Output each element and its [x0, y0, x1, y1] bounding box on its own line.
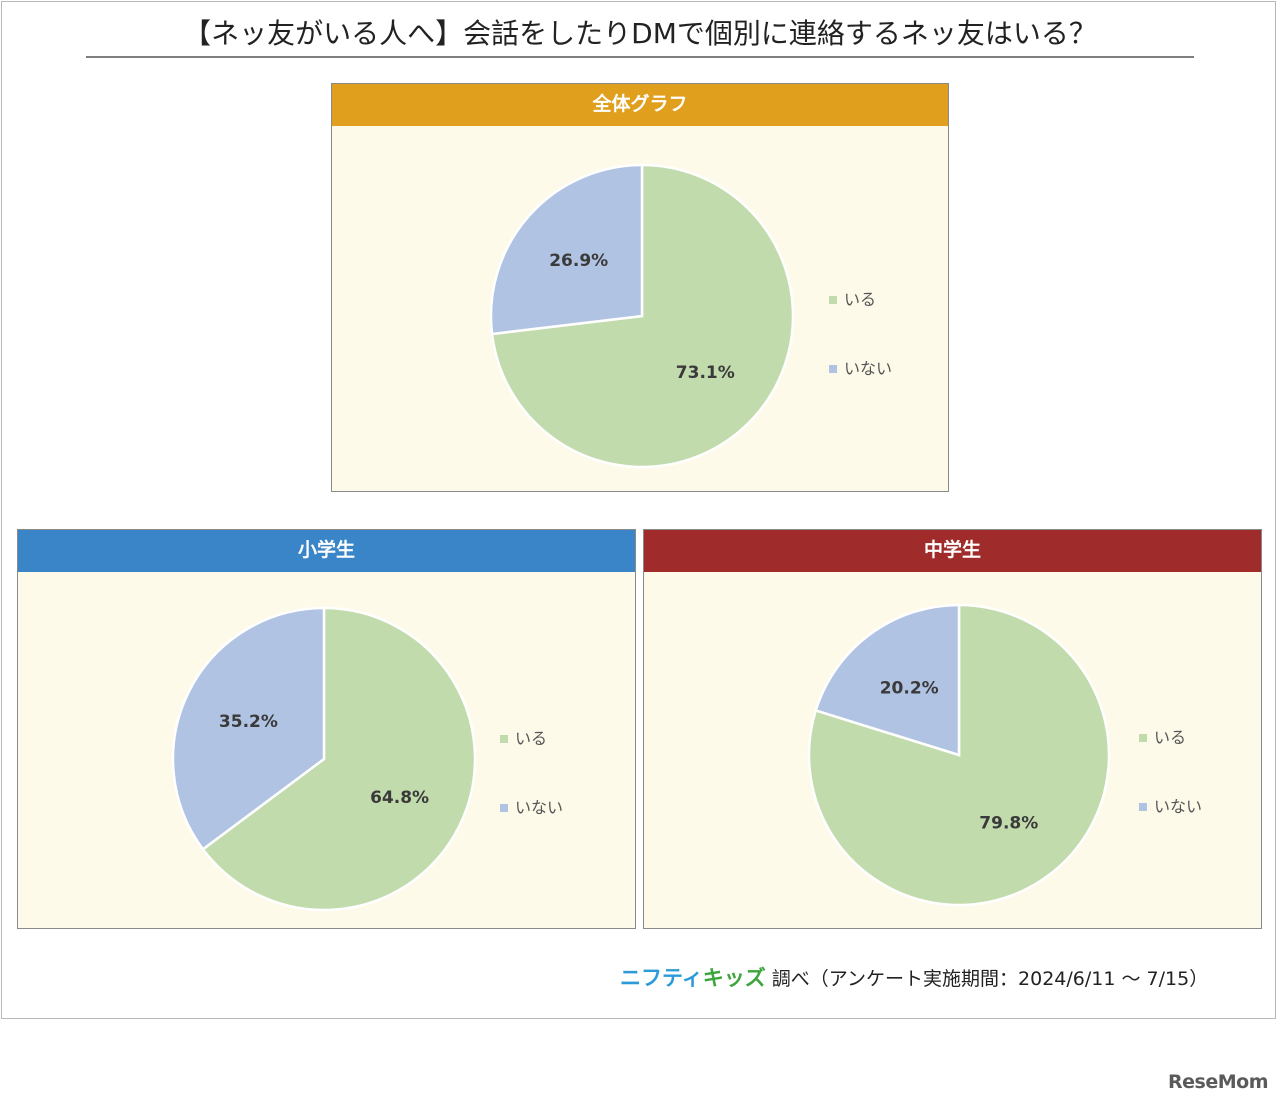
chart-panel-elementary: 小学生 64.8% 35.2% いるいない — [17, 529, 636, 929]
legend-label-junior-high-1: いない — [1154, 797, 1202, 816]
resemom-watermark: ReseMom — [1168, 1071, 1268, 1093]
source-text: 調べ（アンケート実施期間：2024/6/11 ～ 7/15） — [771, 968, 1209, 990]
legend-swatch-junior-high-0 — [1139, 734, 1147, 742]
legend-swatch-junior-high-1 — [1139, 803, 1147, 811]
legend-swatch-overall-0 — [829, 296, 837, 304]
legend-label-elementary-1: いない — [515, 798, 563, 817]
legend-label-elementary-0: いる — [515, 729, 547, 748]
pie-slice-elementary-0 — [201, 606, 477, 912]
pie-label-junior-high-0: 79.8% — [979, 814, 1038, 834]
source-brand-part1: ニフティ — [620, 966, 703, 990]
legend-swatch-elementary-1 — [500, 804, 508, 812]
legend-label-overall-0: いる — [844, 290, 876, 309]
legend-swatch-elementary-0 — [500, 735, 508, 743]
legend-label-overall-1: いない — [844, 359, 892, 378]
pie-slice-junior-high-1 — [814, 603, 961, 757]
source-brand-part2: キッズ — [702, 966, 766, 990]
panel-header-overall: 全体グラフ — [332, 84, 948, 126]
pie-label-overall-0: 73.1% — [676, 363, 735, 383]
chart-panel-overall: 全体グラフ 73.1% 26.9% いるいない — [331, 83, 949, 492]
pie-label-overall-1: 26.9% — [549, 251, 608, 271]
legend-label-junior-high-0: いる — [1154, 728, 1186, 747]
legend-swatch-overall-1 — [829, 365, 837, 373]
pie-label-elementary-1: 35.2% — [219, 712, 278, 732]
pie-label-elementary-0: 64.8% — [370, 788, 429, 808]
pie-slice-elementary-1 — [171, 606, 326, 852]
chart-panel-junior-high: 中学生 79.8% 20.2% いるいない — [643, 529, 1262, 929]
pie-label-junior-high-1: 20.2% — [880, 678, 939, 698]
pie-slice-overall-1 — [489, 163, 644, 336]
figure-title: 【ネッ友がいる人へ】会話をしたりDMで個別に連絡するネッ友はいる？ — [86, 14, 1194, 58]
source-note: ニフティキッズ 調べ（アンケート実施期間：2024/6/11 ～ 7/15） — [620, 963, 1260, 993]
panel-header-junior-high: 中学生 — [644, 530, 1261, 572]
panel-header-elementary: 小学生 — [18, 530, 635, 572]
